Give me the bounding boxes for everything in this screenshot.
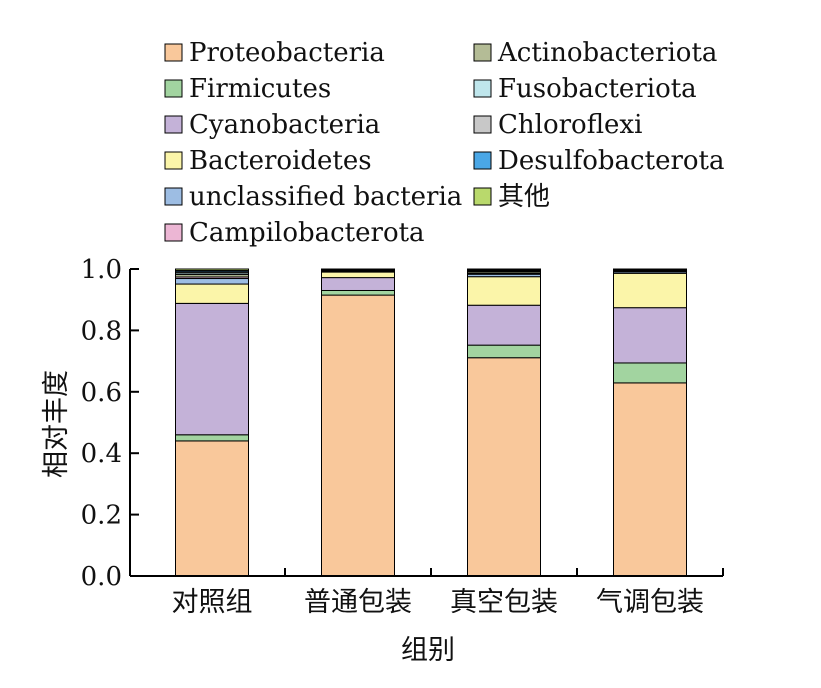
legend-label: Proteobacteria xyxy=(189,38,385,68)
y-tick-label: 0.4 xyxy=(81,439,122,469)
bar-segment-firmicutes xyxy=(467,344,541,359)
bar-segment-firmicutes xyxy=(321,289,395,296)
bar-segment-firmicutes xyxy=(613,362,687,384)
bar-segment-unclassified-bacteria xyxy=(175,278,249,285)
y-ticks: 0.0 0.2 0.4 0.6 0.8 1.0 xyxy=(81,255,139,592)
legend-label: Actinobacteriota xyxy=(497,38,717,68)
legend-swatch xyxy=(164,43,183,62)
legend-swatch xyxy=(164,115,183,134)
bar-segment-cyanobacteria xyxy=(175,302,249,436)
bar-segment-bacteroidetes xyxy=(467,276,541,306)
bar-segment-cyanobacteria xyxy=(467,304,541,346)
legend-swatch xyxy=(473,79,492,98)
y-axis-title: 相对丰度 xyxy=(41,370,72,478)
legend-swatch xyxy=(164,223,183,242)
bar-segment-其他 xyxy=(175,268,249,272)
legend-label: Bacteroidetes xyxy=(189,146,372,176)
y-tick-label: 0.0 xyxy=(81,562,122,592)
bar-segment-bacteroidetes xyxy=(613,272,687,309)
bar-segment-proteobacteria xyxy=(175,440,249,577)
legend-swatch xyxy=(164,187,183,206)
legend-label: Firmicutes xyxy=(189,74,331,104)
bar-segment-其他 xyxy=(467,268,541,271)
bars xyxy=(175,268,687,577)
legend-swatch xyxy=(164,151,183,170)
x-tick-label: 普通包装 xyxy=(304,587,412,618)
legend: Proteobacteria Firmicutes Cyanobacteria Bac… xyxy=(164,38,724,248)
y-tick-label: 0.6 xyxy=(81,378,122,408)
bar-segment-proteobacteria xyxy=(467,357,541,577)
x-ticks: 对照组 普通包装 真空包装 气调包装 xyxy=(172,568,724,618)
y-tick-label: 0.2 xyxy=(81,501,122,531)
legend-label: Chloroflexi xyxy=(498,110,642,140)
x-tick-label: 气调包装 xyxy=(596,587,704,618)
y-tick-label: 0.8 xyxy=(81,316,122,346)
legend-swatch xyxy=(473,43,492,62)
y-tick-label: 1.0 xyxy=(81,255,122,285)
legend-label: 其他 xyxy=(498,182,550,212)
legend-swatch xyxy=(473,115,492,134)
legend-swatch xyxy=(473,151,492,170)
bar-segment-bacteroidetes xyxy=(321,271,395,279)
bar-segment-firmicutes xyxy=(175,434,249,442)
x-axis-title: 组别 xyxy=(401,635,455,666)
bar-segment-cyanobacteria xyxy=(613,307,687,364)
legend-label: Campilobacterota xyxy=(189,218,425,248)
legend-swatch xyxy=(473,187,492,206)
bar-segment-其他 xyxy=(613,268,687,271)
bar-segment-bacteroidetes xyxy=(175,283,249,304)
bar-segment-proteobacteria xyxy=(613,382,687,577)
legend-swatch xyxy=(164,79,183,98)
bar-segment-proteobacteria xyxy=(321,294,395,577)
legend-label: Cyanobacteria xyxy=(189,110,380,140)
legend-label: unclassified bacteria xyxy=(189,182,462,212)
bar-segment-cyanobacteria xyxy=(321,277,395,291)
legend-label: Desulfobacterota xyxy=(498,146,724,176)
x-tick-label: 真空包装 xyxy=(450,587,558,618)
x-tick-label: 对照组 xyxy=(172,587,253,618)
axes xyxy=(129,269,723,577)
legend-label: Fusobacteriota xyxy=(498,74,697,104)
